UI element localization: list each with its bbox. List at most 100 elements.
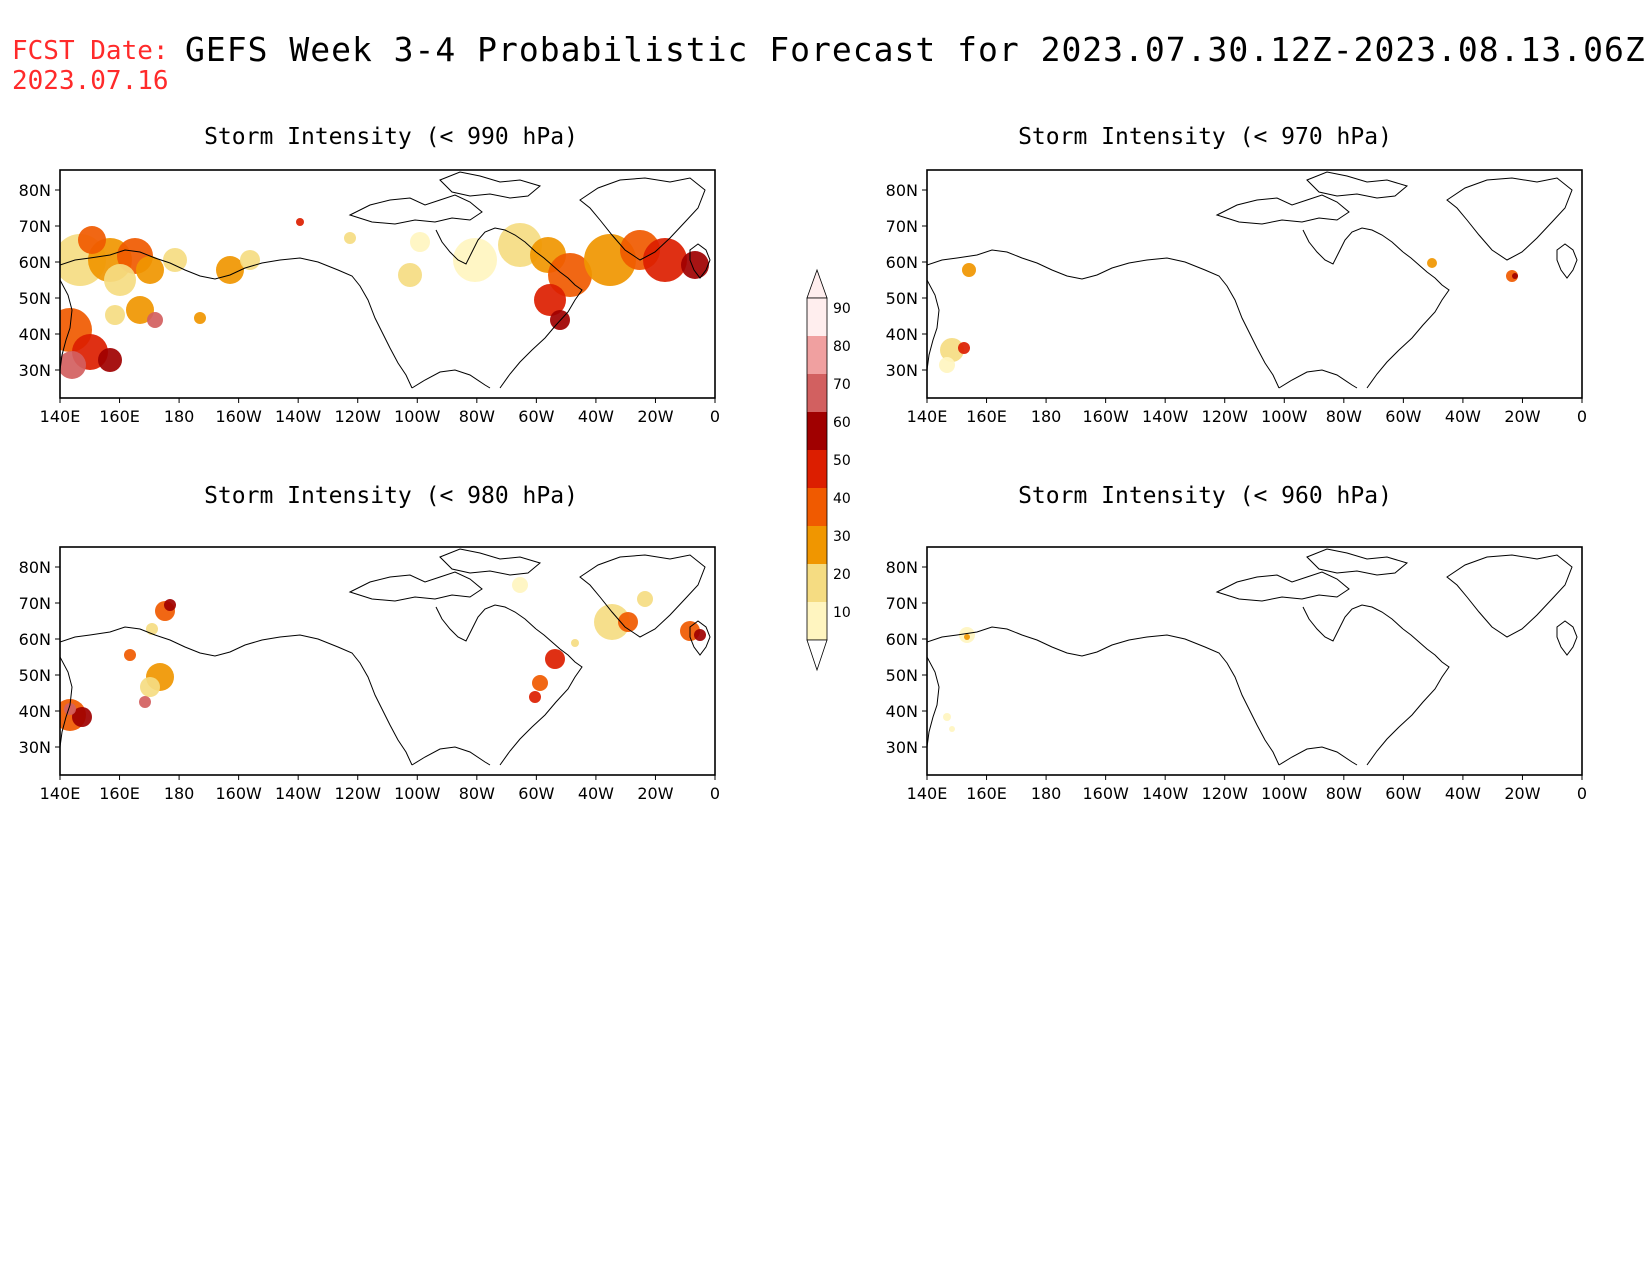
y-tick-label: 60N (886, 253, 918, 272)
coastline (1302, 227, 1404, 265)
x-tick-label: 40W (1445, 407, 1481, 426)
probability-cell (163, 248, 187, 272)
x-tick-label: 180 (164, 407, 195, 426)
plot-area (59, 169, 716, 399)
probability-cell (104, 264, 136, 296)
probability-cell (124, 649, 136, 661)
probability-cell (72, 707, 92, 727)
colorbar-segment (807, 412, 827, 450)
probability-cell (643, 238, 687, 282)
x-tick-label: 0 (710, 784, 720, 803)
colorbar-label: 60 (833, 415, 851, 431)
y-tick-label: 80N (19, 558, 51, 577)
map-content (60, 548, 711, 766)
y-tick-label: 60N (886, 630, 918, 649)
y-tick-label: 70N (886, 594, 918, 613)
probability-cell (78, 226, 106, 254)
coastline (689, 620, 711, 656)
coastline (1278, 746, 1358, 766)
colorbar-segment (807, 564, 827, 602)
probability-cell (571, 639, 579, 647)
probability-cell (943, 713, 951, 721)
colorbar-label: 20 (833, 567, 851, 583)
coastline (499, 251, 583, 389)
x-tick-label: 140W (275, 784, 322, 803)
x-tick-label: 20W (637, 407, 673, 426)
colorbar: 90 80 70 60 50 40 30 20 10 (806, 268, 851, 672)
coastline (1278, 369, 1358, 389)
probability-cell (140, 677, 160, 697)
probability-cell (1427, 258, 1437, 268)
x-tick-label: 100W (1261, 407, 1308, 426)
probability-cell (146, 623, 158, 635)
probability-cell (637, 591, 653, 607)
plot-frame (59, 169, 716, 399)
coastline (927, 656, 940, 748)
coastline (60, 279, 73, 371)
coastline (1366, 251, 1450, 389)
x-tick-label: 180 (1031, 784, 1062, 803)
coastline (60, 656, 73, 748)
y-tick-label: 80N (19, 181, 51, 200)
plot-background (927, 547, 1582, 775)
x-tick-label: 80W (459, 407, 495, 426)
y-tick-label: 70N (19, 217, 51, 236)
coastline (927, 279, 940, 371)
y-tick-label: 70N (886, 217, 918, 236)
x-tick-label: 40W (1445, 784, 1481, 803)
panel-title-990: Storm Intensity (< 990 hPa) (204, 124, 578, 150)
probability-cell (64, 703, 76, 715)
probability-cell (949, 726, 955, 732)
probability-cell (98, 348, 122, 372)
y-tick-label: 40N (886, 702, 918, 721)
y-tick-label: 50N (886, 666, 918, 685)
coastline (579, 554, 706, 638)
x-tick-label: 0 (1577, 407, 1587, 426)
probability-cell (136, 256, 164, 284)
y-tick-label: 80N (886, 181, 918, 200)
page-title: GEFS Week 3-4 Probabilistic Forecast for… (185, 30, 1646, 69)
map-content (60, 171, 711, 389)
x-tick-label: 60W (518, 784, 554, 803)
coastline (60, 626, 413, 766)
coastline (1556, 620, 1578, 656)
x-tick-label: 0 (710, 407, 720, 426)
probability-cell (398, 263, 422, 287)
x-tick-label: 100W (394, 407, 441, 426)
x-tick-label: 20W (1504, 407, 1540, 426)
x-tick-label: 140W (275, 407, 322, 426)
map-group-2: 140E 160E 180 160W 140W 120W 100W 80W 60W 40W 20W 0… (19, 546, 720, 803)
probability-cell (105, 305, 125, 325)
probability-cell (681, 251, 709, 279)
y-tick-label: 40N (19, 325, 51, 344)
colorbar-label: 70 (833, 377, 851, 393)
x-tick-label: 120W (1202, 784, 1249, 803)
x-tick-label: 160W (215, 407, 262, 426)
coastline (439, 548, 542, 576)
coastline (435, 227, 537, 265)
plot-area (926, 546, 1583, 776)
probability-cell (410, 232, 430, 252)
coastline (927, 626, 1280, 766)
y-tick-label: 50N (19, 666, 51, 685)
x-tick-label: 160E (99, 407, 140, 426)
panel-title-980: Storm Intensity (< 980 hPa) (204, 483, 578, 509)
probability-cell (453, 238, 497, 282)
probability-cell (594, 604, 630, 640)
x-tick-label: 140E (40, 407, 81, 426)
plot-area (59, 546, 716, 776)
probability-cell (545, 649, 565, 669)
x-tick-label: 60W (518, 407, 554, 426)
colorbar-segment (807, 602, 827, 640)
y-tick-label: 30N (886, 361, 918, 380)
probability-cell (296, 218, 304, 226)
y-tick-label: 70N (19, 594, 51, 613)
probability-cell (164, 599, 176, 611)
x-tick-label: 140E (907, 407, 948, 426)
coastline (579, 177, 706, 261)
x-tick-label: 160W (1082, 784, 1129, 803)
probability-cell (618, 612, 638, 632)
probability-cell (147, 312, 163, 328)
colorbar-label: 90 (833, 301, 851, 317)
colorbar-segment (807, 336, 827, 374)
